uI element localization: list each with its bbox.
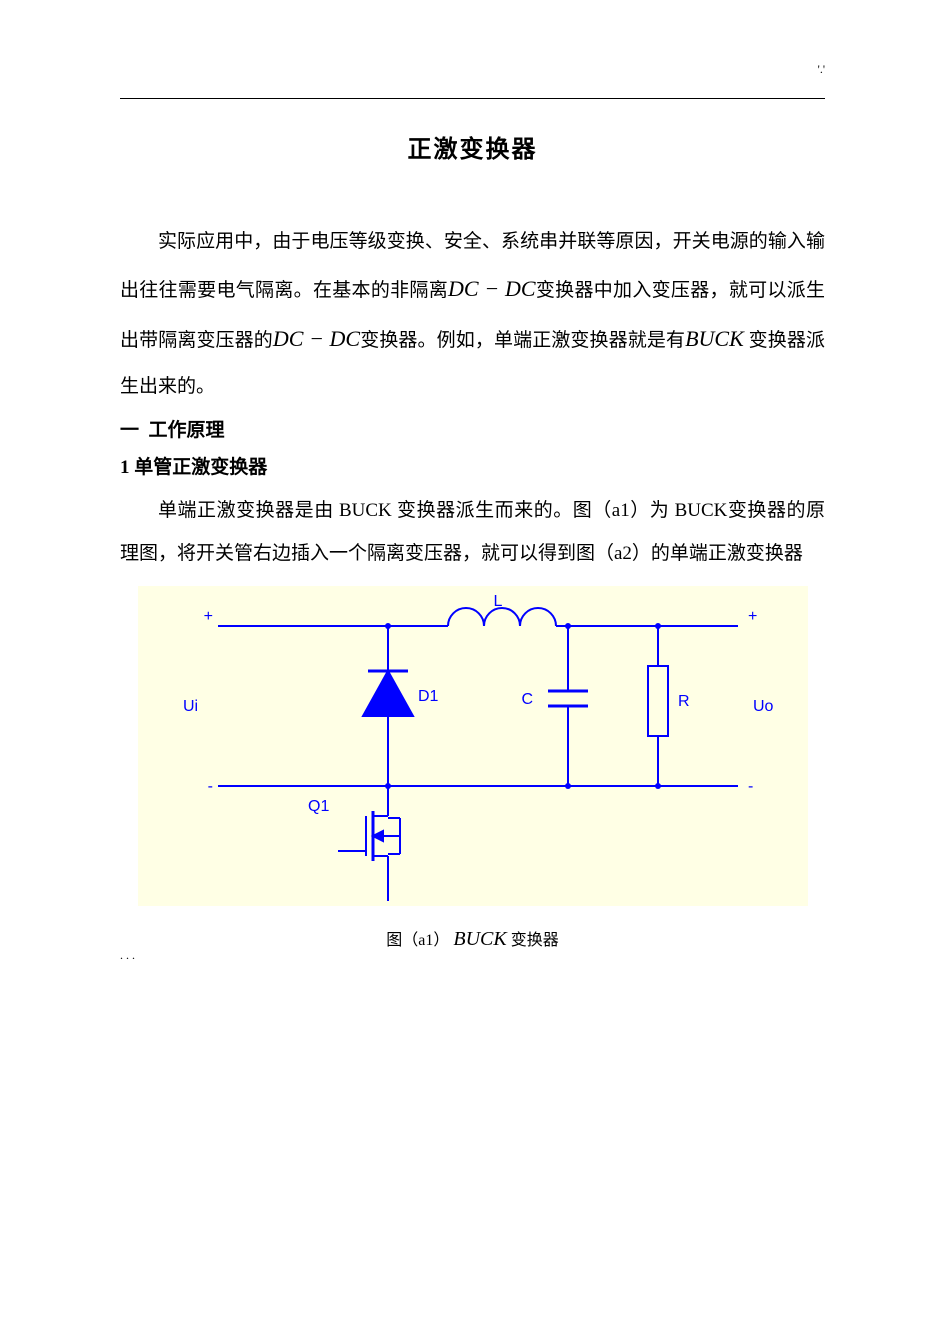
label-c: C bbox=[521, 691, 533, 708]
subsection-title: 单管正激变换器 bbox=[134, 457, 267, 478]
p1-dc1: DC − DC bbox=[448, 276, 536, 301]
label-plus-left: + bbox=[203, 608, 212, 625]
label-uo: Uo bbox=[753, 698, 774, 715]
figure-caption: 图（a1） BUCK 变换器 bbox=[120, 926, 825, 951]
buck-circuit-diagram: + - Ui L D1 C R Q1 Uo + - bbox=[138, 586, 808, 906]
caption-c: 变换器 bbox=[507, 932, 559, 949]
p1-dc2: DC − DC bbox=[273, 326, 360, 351]
page-title: 正激变换器 bbox=[120, 129, 825, 164]
paragraph-1: 实际应用中，由于电压等级变换、安全、系统串并联等原因，开关电源的输入输出往往需要… bbox=[120, 220, 825, 409]
header-rule bbox=[120, 98, 825, 99]
circuit-svg: + - Ui L D1 C R Q1 Uo + - bbox=[138, 586, 808, 906]
label-q1: Q1 bbox=[308, 798, 329, 815]
label-minus-right: - bbox=[748, 778, 753, 795]
section-heading: 一 工作原理 bbox=[120, 415, 825, 442]
section-title: 工作原理 bbox=[149, 420, 225, 441]
label-minus-left: - bbox=[207, 778, 212, 795]
caption-b: BUCK bbox=[453, 928, 506, 950]
paragraph-2: 单端正激变换器是由 BUCK 变换器派生而来的。图（a1）为 BUCK变换器的原… bbox=[120, 489, 825, 576]
subsection-num: 1 bbox=[120, 457, 130, 478]
header-mark: '.' bbox=[818, 62, 825, 77]
caption-a: 图（a1） bbox=[386, 932, 449, 949]
p1-buck: BUCK bbox=[685, 326, 744, 351]
section-num: 一 bbox=[120, 420, 139, 441]
label-d1: D1 bbox=[418, 688, 439, 705]
label-l: L bbox=[493, 593, 502, 610]
footer-mark: ... bbox=[120, 948, 138, 963]
subsection-heading: 1 单管正激变换器 bbox=[120, 452, 825, 479]
document-page: '.' 正激变换器 实际应用中，由于电压等级变换、安全、系统串并联等原因，开关电… bbox=[0, 0, 945, 1011]
label-r: R bbox=[678, 693, 690, 710]
p1-text-c: 变换器。例如，单端正激变换器就是有 bbox=[360, 330, 685, 351]
label-ui: Ui bbox=[183, 698, 198, 715]
label-plus-right: + bbox=[748, 608, 757, 625]
